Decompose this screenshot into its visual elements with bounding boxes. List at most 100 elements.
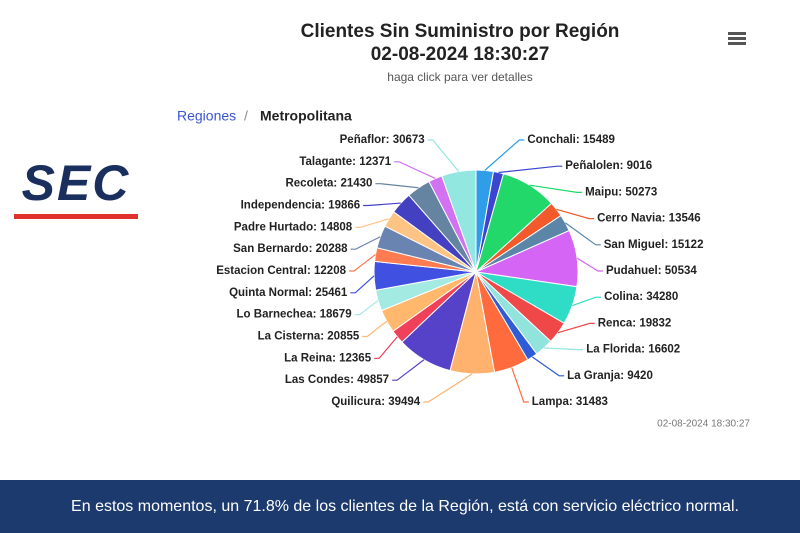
slice-label: La Granja: 9420 bbox=[567, 370, 653, 382]
label-value: 15122 bbox=[671, 239, 703, 251]
slice-label: Lo Barnechea: 18679 bbox=[237, 309, 352, 321]
timestamp: 02-08-2024 18:30:27 bbox=[657, 419, 750, 430]
slice-label: Lampa: 31483 bbox=[532, 396, 608, 408]
label-separator: : bbox=[386, 134, 393, 146]
slice-label: Cerro Navia: 13546 bbox=[597, 213, 701, 225]
logo-text: SEC bbox=[22, 155, 131, 211]
label-separator: : bbox=[641, 344, 648, 356]
leader-line bbox=[576, 257, 603, 272]
slice-label: Pudahuel: 50534 bbox=[606, 265, 697, 277]
leader-line bbox=[532, 356, 565, 377]
label-value: 13546 bbox=[669, 213, 701, 225]
leader-line bbox=[375, 183, 419, 189]
label-value: 31483 bbox=[576, 396, 608, 408]
label-name: La Florida bbox=[586, 344, 642, 356]
label-separator: : bbox=[576, 134, 583, 146]
slice-label: Renca: 19832 bbox=[598, 317, 672, 329]
label-separator: : bbox=[639, 291, 646, 303]
chart-title: Clientes Sin Suministro por Región bbox=[301, 21, 620, 42]
leader-line bbox=[349, 254, 376, 272]
leader-line bbox=[363, 202, 401, 207]
label-name: Cerro Navia bbox=[597, 213, 662, 225]
label-separator: : bbox=[569, 396, 576, 408]
label-name: Maipu bbox=[585, 186, 618, 198]
label-name: La Cisterna bbox=[258, 331, 321, 343]
breadcrumb-separator: / bbox=[244, 108, 248, 124]
label-name: Peñaflor bbox=[340, 134, 387, 146]
label-value: 9420 bbox=[627, 370, 653, 382]
label-name: Lampa bbox=[532, 396, 570, 408]
label-name: Pudahuel bbox=[606, 265, 658, 277]
slice-label: Recoleta: 21430 bbox=[285, 178, 372, 190]
label-value: 19832 bbox=[639, 317, 671, 329]
pie: Conchali: 15489 Peñalolen: 9016 Maipu: 502… bbox=[216, 134, 703, 408]
label-value: 50534 bbox=[665, 265, 698, 277]
label-separator: : bbox=[309, 243, 316, 255]
menu-button[interactable] bbox=[728, 32, 746, 45]
leader-line bbox=[572, 296, 602, 307]
label-separator: : bbox=[333, 178, 340, 190]
label-separator: : bbox=[620, 370, 627, 382]
pie-slice[interactable] bbox=[441, 169, 477, 273]
menu-bar bbox=[728, 42, 746, 45]
label-value: 34280 bbox=[646, 291, 678, 303]
slice-label: Estacion Central: 12208 bbox=[216, 265, 346, 277]
label-separator: : bbox=[632, 317, 639, 329]
footer-text: En estos momentos, un 71.8% de los clien… bbox=[71, 498, 739, 515]
label-value: 16602 bbox=[648, 344, 680, 356]
label-name: Estacion Central bbox=[216, 265, 307, 277]
leader-line bbox=[350, 236, 381, 250]
label-separator: : bbox=[352, 156, 359, 168]
slice-label: Las Condes: 49857 bbox=[285, 374, 389, 386]
slice-label: La Reina: 12365 bbox=[284, 352, 372, 364]
label-name: Padre Hurtado bbox=[234, 221, 313, 233]
label-separator: : bbox=[381, 396, 388, 408]
leader-line bbox=[355, 218, 390, 228]
label-name: San Miguel bbox=[604, 239, 665, 251]
menu-bar bbox=[728, 37, 746, 40]
label-value: 20288 bbox=[316, 243, 349, 255]
label-value: 49857 bbox=[357, 374, 389, 386]
label-name: Peñalolen bbox=[565, 160, 619, 172]
label-value: 12371 bbox=[359, 156, 392, 168]
label-value: 25461 bbox=[315, 287, 348, 299]
leader-line bbox=[362, 320, 388, 338]
label-separator: : bbox=[618, 186, 625, 198]
leader-line bbox=[565, 222, 601, 246]
leader-line bbox=[350, 275, 375, 294]
leader-line bbox=[423, 373, 473, 403]
slice-label: Talagante: 12371 bbox=[299, 156, 391, 168]
label-separator: : bbox=[662, 213, 669, 225]
label-name: Renca bbox=[598, 317, 633, 329]
breadcrumb-link[interactable]: Regiones bbox=[177, 108, 236, 124]
label-separator: : bbox=[332, 352, 339, 364]
label-value: 39494 bbox=[388, 396, 421, 408]
label-value: 20855 bbox=[327, 331, 360, 343]
slice-label: San Bernardo: 20288 bbox=[233, 243, 348, 255]
label-value: 15489 bbox=[583, 134, 615, 146]
label-value: 19866 bbox=[328, 200, 360, 212]
label-name: Las Condes bbox=[285, 374, 350, 386]
slice-label: Maipu: 50273 bbox=[585, 186, 657, 198]
label-value: 9016 bbox=[627, 160, 653, 172]
footer-band bbox=[0, 480, 800, 533]
label-name: La Reina bbox=[284, 352, 333, 364]
leader-line bbox=[427, 139, 460, 172]
slice-label: La Florida: 16602 bbox=[586, 344, 680, 356]
label-name: Recoleta bbox=[285, 178, 334, 190]
slice-label: Conchali: 15489 bbox=[527, 134, 615, 146]
slice-label: La Cisterna: 20855 bbox=[258, 331, 360, 343]
label-name: Conchali bbox=[527, 134, 576, 146]
leader-line bbox=[511, 367, 529, 403]
label-value: 50273 bbox=[625, 186, 657, 198]
label-value: 12208 bbox=[314, 265, 347, 277]
label-separator: : bbox=[620, 160, 627, 172]
chart-caption: haga click para ver detalles bbox=[387, 70, 532, 84]
label-name: San Bernardo bbox=[233, 243, 308, 255]
label-separator: : bbox=[308, 287, 315, 299]
label-separator: : bbox=[658, 265, 665, 277]
leader-line bbox=[557, 322, 595, 334]
leader-line bbox=[392, 359, 425, 381]
label-value: 14808 bbox=[320, 221, 353, 233]
